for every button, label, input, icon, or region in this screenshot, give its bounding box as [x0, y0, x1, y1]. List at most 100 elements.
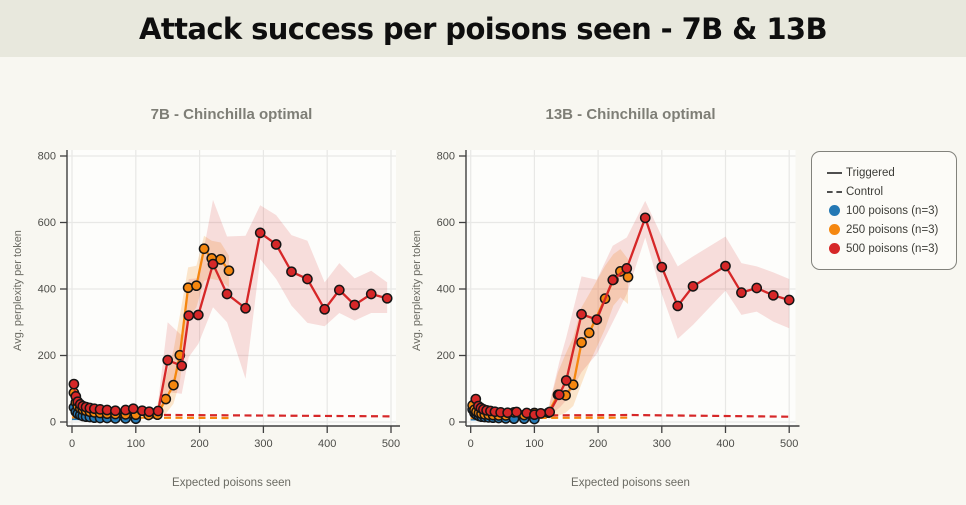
- y-tick-label: 800: [38, 151, 56, 163]
- legend-item-1: Control: [822, 182, 946, 201]
- data-point: [622, 271, 634, 283]
- axes-spines: [66, 150, 400, 427]
- legend-item-0: Triggered: [822, 163, 946, 182]
- markers-red: [68, 227, 393, 418]
- x-axis-label-13b: Expected poisons seen: [571, 477, 690, 489]
- data-point: [656, 261, 668, 273]
- legend-item-2: 100 poisons (n=3): [822, 201, 946, 220]
- data-point: [576, 308, 587, 320]
- data-point: [207, 258, 219, 270]
- legend-dot-icon: [822, 205, 846, 216]
- y-tick-label: 600: [437, 217, 455, 229]
- data-point: [365, 288, 377, 300]
- data-point: [302, 273, 313, 285]
- y-tick-label: 0: [449, 417, 455, 429]
- legend-label: 100 poisons (n=3): [846, 204, 939, 217]
- x-tick-label: 500: [382, 438, 400, 450]
- data-point: [736, 287, 747, 299]
- y-tick-label: 800: [437, 151, 455, 163]
- data-point: [215, 254, 227, 265]
- x-tick-label: 100: [525, 438, 543, 450]
- data-point: [183, 310, 195, 321]
- tick-labels: 0 200 400 600 800 0 100 200 300 400 500: [38, 151, 401, 450]
- data-point: [168, 379, 179, 391]
- legend-label: 500 poisons (n=3): [846, 242, 939, 255]
- confidence-band-red: [549, 200, 790, 416]
- data-point: [349, 299, 360, 311]
- legend-item-4: 500 poisons (n=3): [822, 239, 946, 258]
- data-point: [127, 403, 139, 415]
- y-tick-label: 400: [437, 284, 455, 296]
- legend-line-icon: [822, 190, 846, 193]
- x-tick-label: 300: [653, 438, 671, 450]
- plot-13b: 0 200 400 600 800 0 100 200 300 400 500: [437, 150, 800, 450]
- figure-title: Attack success per poisons seen - 7B & 1…: [138, 11, 828, 46]
- data-point: [286, 266, 297, 278]
- data-point: [162, 354, 174, 366]
- data-point: [68, 378, 80, 390]
- data-point: [240, 302, 251, 314]
- plot-7b: 0 200 400 600 800 0 100 200 300 400 500: [38, 150, 401, 450]
- chart-title-7b: 7B - Chinchilla optimal: [150, 106, 313, 123]
- x-tick-label: 500: [780, 438, 798, 450]
- data-point: [560, 375, 572, 386]
- x-tick-label: 0: [468, 438, 474, 450]
- y-tick-label: 200: [38, 350, 56, 362]
- data-point: [110, 405, 121, 417]
- data-point: [381, 292, 393, 304]
- data-point: [576, 337, 587, 348]
- data-point: [192, 309, 204, 321]
- data-point: [223, 265, 235, 277]
- data-point: [143, 406, 155, 418]
- data-point: [333, 284, 345, 296]
- data-point: [783, 294, 795, 306]
- data-point: [639, 212, 651, 224]
- x-tick-label: 100: [127, 438, 145, 450]
- axes-spines: [465, 150, 800, 427]
- data-point: [535, 408, 547, 419]
- data-point: [544, 406, 556, 418]
- y-tick-label: 600: [38, 217, 56, 229]
- control-line-red: [470, 413, 790, 418]
- confidence-band-red: [158, 199, 388, 417]
- data-point: [319, 303, 330, 315]
- data-point: [502, 407, 513, 419]
- y-tick-label: 400: [38, 284, 56, 296]
- legend-box: Triggered Control 100 poisons (n=3) 250 poi…: [811, 151, 957, 270]
- tick-marks: [459, 155, 790, 433]
- x-tick-label: 400: [318, 438, 336, 450]
- figure-header: Attack success per poisons seen - 7B & 1…: [0, 0, 966, 57]
- data-point: [767, 289, 779, 301]
- legend-label: Triggered: [846, 166, 895, 179]
- data-point: [221, 288, 233, 300]
- legend-label: 250 poisons (n=3): [846, 223, 939, 236]
- data-point: [176, 360, 188, 372]
- control-line-red: [71, 413, 392, 418]
- legend-item-3: 250 poisons (n=3): [822, 220, 946, 239]
- legend-label: Control: [846, 185, 884, 198]
- data-point: [607, 274, 619, 286]
- data-point: [720, 260, 731, 272]
- data-point: [191, 280, 202, 292]
- data-point: [621, 263, 633, 274]
- chart-title-13b: 13B - Chinchilla optimal: [545, 106, 716, 123]
- data-point: [553, 389, 565, 401]
- y-axis-label-7b: Avg. perplexity per token: [12, 230, 24, 351]
- y-tick-label: 200: [437, 350, 455, 362]
- tick-marks: [60, 155, 392, 433]
- markers-red: [470, 212, 795, 421]
- data-point: [591, 314, 603, 325]
- data-point: [672, 300, 684, 312]
- y-tick-label: 0: [50, 417, 56, 429]
- x-axis-label-7b: Expected poisons seen: [172, 477, 291, 489]
- data-point: [511, 406, 522, 418]
- legend-dot-icon: [822, 243, 846, 254]
- data-point: [198, 243, 210, 255]
- x-tick-label: 0: [69, 438, 75, 450]
- y-axis-label-13b: Avg. perplexity per token: [411, 230, 423, 351]
- data-point: [751, 282, 763, 294]
- tick-labels: 0 200 400 600 800 0 100 200 300 400 500: [437, 151, 799, 450]
- x-tick-label: 200: [190, 438, 208, 450]
- data-point: [152, 405, 164, 417]
